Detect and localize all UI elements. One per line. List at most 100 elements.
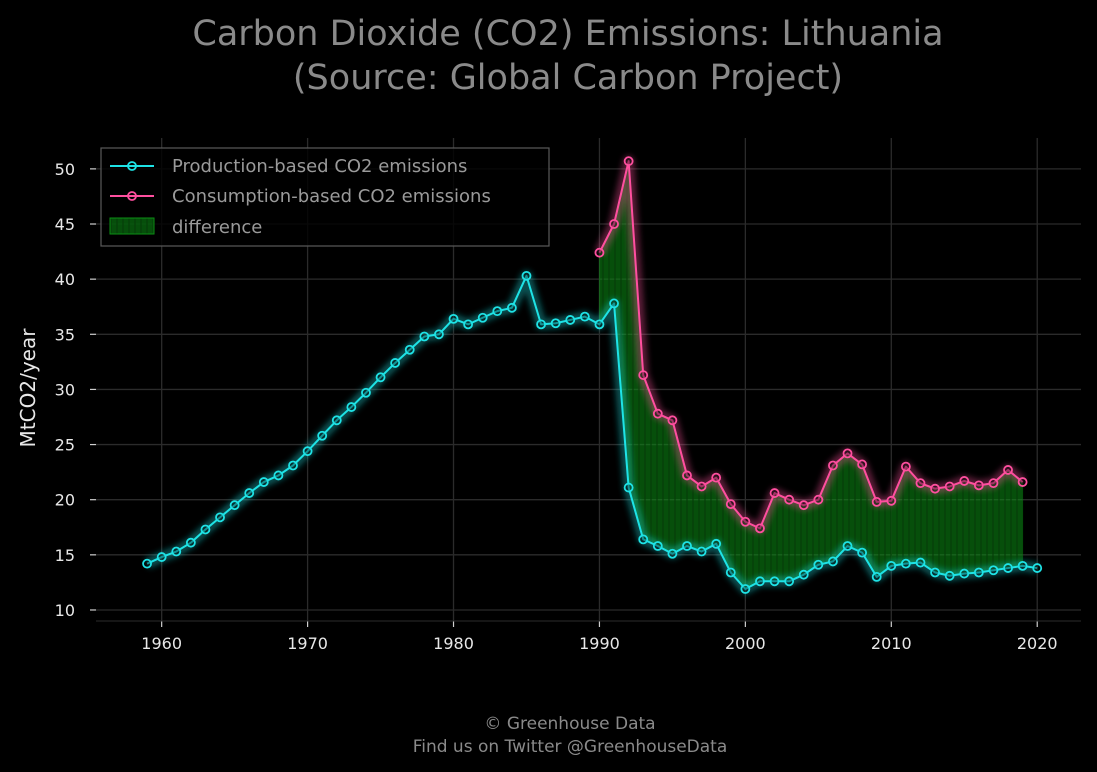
y-tick-label-10: 10 xyxy=(55,601,75,620)
consumption-point-2017 xyxy=(988,478,999,489)
production-point-1972 xyxy=(331,415,342,426)
x-tick-label-2020: 2020 xyxy=(1017,634,1058,653)
production-point-1964 xyxy=(215,512,225,523)
production-point-1986 xyxy=(536,319,546,330)
consumption-point-2001 xyxy=(755,523,765,534)
production-point-1959 xyxy=(142,558,152,569)
production-point-1973 xyxy=(346,402,357,412)
consumption-point-1992 xyxy=(623,156,634,167)
production-point-1976 xyxy=(390,358,401,368)
consumption-point-1991 xyxy=(609,219,619,229)
production-point-1988 xyxy=(565,315,576,325)
consumption-point-2008 xyxy=(857,459,868,470)
consumption-point-2010 xyxy=(886,495,897,506)
x-tick-label-2000: 2000 xyxy=(725,634,766,653)
x-tick-label-1970: 1970 xyxy=(287,634,328,653)
consumption-point-2005 xyxy=(813,494,824,505)
production-point-1963 xyxy=(200,524,211,535)
legend-difference-label: difference xyxy=(172,217,262,238)
production-point-1993 xyxy=(638,534,649,545)
production-point-1966 xyxy=(244,488,255,498)
production-point-1995 xyxy=(667,548,678,559)
production-point-1997 xyxy=(696,546,707,557)
consumption-point-2016 xyxy=(973,480,984,491)
legend-production-marker xyxy=(127,161,137,171)
x-tick-label-1960: 1960 xyxy=(141,634,182,653)
production-point-2012 xyxy=(915,557,926,568)
production-point-2000 xyxy=(740,584,751,594)
production-point-1975 xyxy=(375,372,386,383)
production-point-2010 xyxy=(886,560,897,571)
consumption-point-2007 xyxy=(842,448,853,459)
production-point-1962 xyxy=(185,537,196,548)
consumption-point-2000 xyxy=(740,516,751,527)
chart-title-line-1: Carbon Dioxide (CO2) Emissions: Lithuani… xyxy=(192,14,943,54)
consumption-point-1996 xyxy=(682,470,692,481)
production-point-2006 xyxy=(828,556,838,567)
production-point-1978 xyxy=(419,331,430,342)
production-point-1983 xyxy=(492,306,503,317)
consumption-point-1990 xyxy=(594,247,605,258)
consumption-point-2019 xyxy=(1017,477,1028,487)
footer-twitter: Find us on Twitter @GreenhouseData xyxy=(413,737,728,757)
y-tick-label-35: 35 xyxy=(55,325,75,344)
difference-fill-layer xyxy=(598,161,1024,590)
y-tick-label-20: 20 xyxy=(55,491,75,510)
legend: Production-based CO2 emissions Consumpti… xyxy=(100,147,550,247)
legend-difference-swatch xyxy=(109,217,155,235)
production-point-1960 xyxy=(156,552,167,562)
consumption-point-1993 xyxy=(638,370,649,380)
production-point-1981 xyxy=(463,319,474,330)
production-point-1985 xyxy=(521,270,532,281)
series-layer xyxy=(142,155,1043,595)
production-point-2003 xyxy=(784,576,795,587)
consumption-point-1999 xyxy=(725,499,736,510)
production-point-1961 xyxy=(171,546,182,557)
y-tick-label-25: 25 xyxy=(55,436,75,455)
production-point-1984 xyxy=(506,302,517,313)
consumption-point-2004 xyxy=(798,500,809,511)
production-point-2013 xyxy=(930,567,940,578)
production-point-1989 xyxy=(579,311,590,322)
production-point-1969 xyxy=(288,460,298,471)
production-point-2014 xyxy=(944,570,955,581)
consumption-point-1994 xyxy=(652,408,663,419)
consumption-point-2014 xyxy=(944,481,955,492)
production-point-1999 xyxy=(725,567,736,578)
y-tick-label-50: 50 xyxy=(55,160,75,179)
legend-consumption-marker xyxy=(127,191,137,201)
production-point-1968 xyxy=(273,470,284,481)
production-point-2020 xyxy=(1032,563,1043,573)
consumption-point-1998 xyxy=(711,472,722,483)
x-tick-label-1980: 1980 xyxy=(433,634,474,653)
consumption-point-2009 xyxy=(871,497,882,507)
y-tick-label-40: 40 xyxy=(55,270,75,289)
production-point-1967 xyxy=(258,477,269,487)
consumption-point-1995 xyxy=(667,415,678,426)
production-point-2016 xyxy=(973,567,984,578)
production-point-1970 xyxy=(302,446,313,457)
production-point-2019 xyxy=(1017,560,1028,571)
production-point-2015 xyxy=(959,568,970,579)
consumption-point-2003 xyxy=(784,494,795,505)
production-point-2011 xyxy=(900,558,911,569)
production-point-1977 xyxy=(404,344,415,355)
difference-area xyxy=(598,161,1024,590)
x-tick-label-1990: 1990 xyxy=(579,634,620,653)
legend-production-label: Production-based CO2 emissions xyxy=(172,156,467,177)
production-point-1971 xyxy=(317,430,328,441)
consumption-line xyxy=(598,160,1024,530)
production-point-1965 xyxy=(229,500,240,511)
consumption-point-2006 xyxy=(828,460,838,471)
consumption-point-2018 xyxy=(1003,465,1013,475)
production-point-2004 xyxy=(798,569,809,580)
production-point-2008 xyxy=(857,547,868,558)
consumption-point-2012 xyxy=(915,478,926,489)
production-point-1982 xyxy=(477,312,488,323)
production-point-2005 xyxy=(813,559,824,570)
consumption-point-2013 xyxy=(930,483,940,494)
production-point-1974 xyxy=(361,387,371,398)
axes: 1960 1970 1980 1990 2000 2010 2020 10 15 20 25 30 35… xyxy=(55,160,1081,653)
production-point-2017 xyxy=(988,565,999,576)
